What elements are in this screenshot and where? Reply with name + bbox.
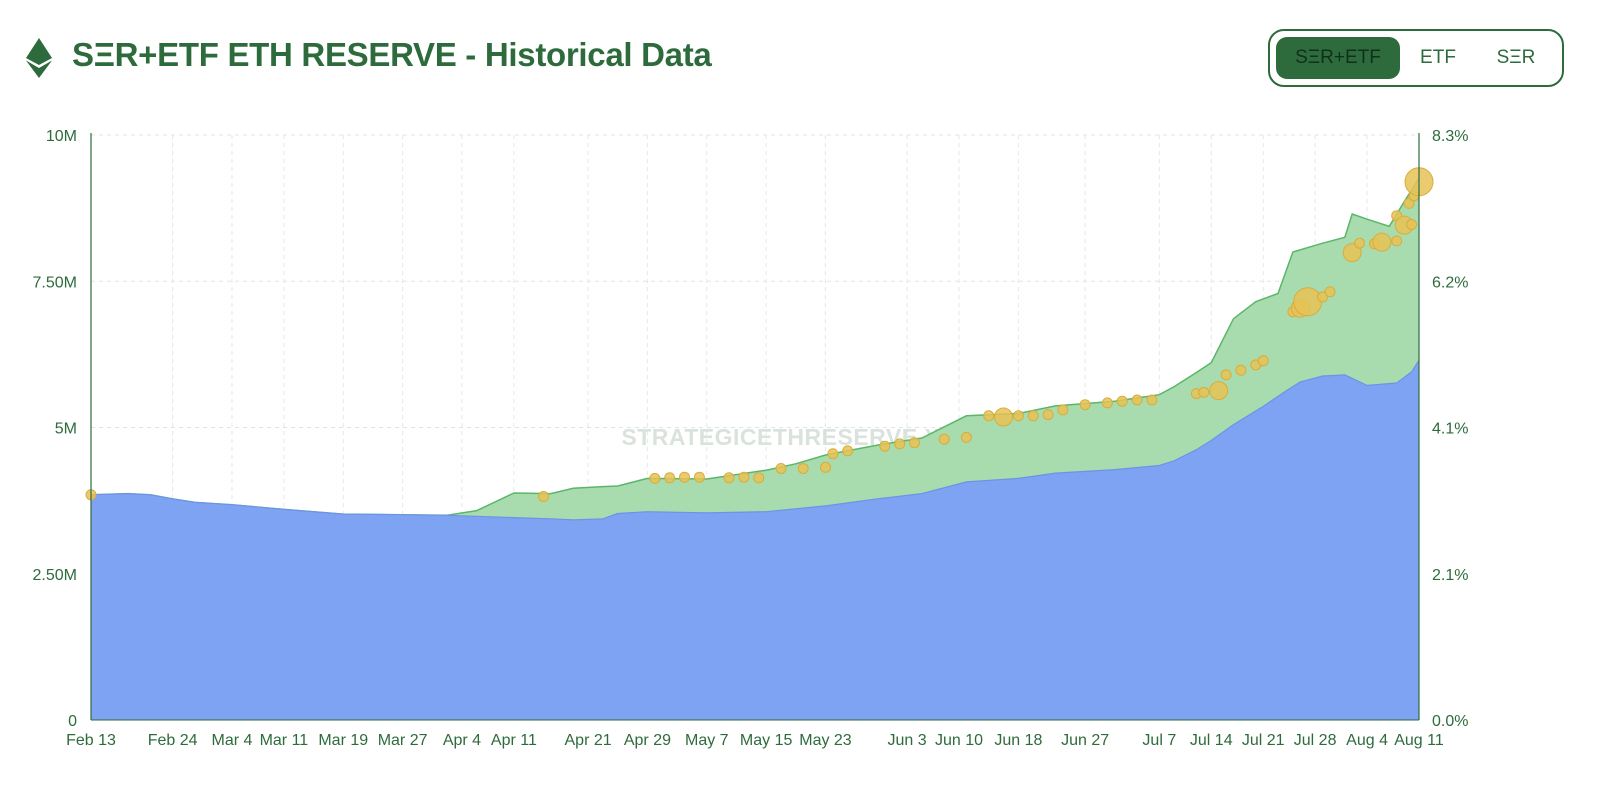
purchase-bubble[interactable] bbox=[1257, 355, 1269, 367]
purchase-bubble[interactable] bbox=[820, 461, 831, 473]
x-tick-label: Aug 4 bbox=[1346, 732, 1388, 749]
x-tick-label: May 23 bbox=[799, 732, 852, 749]
purchase-bubble[interactable] bbox=[938, 433, 950, 445]
purchase-bubble[interactable] bbox=[664, 472, 676, 484]
view-toggle: SΞR+ETF ETF SΞR bbox=[1268, 29, 1564, 87]
x-tick-label: Jun 10 bbox=[935, 732, 983, 749]
y-tick-label-right: 6.2% bbox=[1432, 274, 1468, 291]
purchase-bubble[interactable] bbox=[879, 440, 891, 452]
x-tick-label: Jun 27 bbox=[1061, 732, 1109, 749]
reserve-chart-svg: STRATEGICETHRESERVE.XYZ 02.50M5M7.50M10M… bbox=[33, 128, 1469, 749]
purchase-bubble[interactable] bbox=[994, 407, 1013, 427]
purchase-bubble[interactable] bbox=[1354, 237, 1366, 249]
x-tick-label: Apr 29 bbox=[624, 732, 671, 749]
page-title: SΞR+ETF ETH RESERVE - Historical Data bbox=[72, 36, 712, 73]
x-tick-label: Jul 21 bbox=[1242, 732, 1285, 749]
purchase-bubble[interactable] bbox=[1324, 286, 1336, 298]
purchase-bubble[interactable] bbox=[894, 438, 906, 450]
x-tick-label: Jul 14 bbox=[1190, 732, 1233, 749]
purchase-bubble[interactable] bbox=[1146, 394, 1158, 406]
x-tick-label: Mar 4 bbox=[212, 732, 253, 749]
purchase-bubble[interactable] bbox=[1057, 404, 1069, 416]
purchase-bubble[interactable] bbox=[1042, 409, 1054, 421]
purchase-bubble[interactable] bbox=[1342, 243, 1362, 263]
purchase-bubble[interactable] bbox=[1220, 369, 1232, 381]
y-tick-label-left: 0 bbox=[68, 713, 77, 730]
x-tick-label: Apr 4 bbox=[443, 732, 481, 749]
purchase-bubble[interactable] bbox=[1209, 381, 1229, 401]
header: SΞR+ETF ETH RESERVE - Historical Data SΞ… bbox=[0, 0, 1600, 110]
purchase-bubble[interactable] bbox=[797, 463, 809, 474]
x-tick-label: May 15 bbox=[740, 732, 793, 749]
toggle-etf-button[interactable]: ETF bbox=[1420, 47, 1456, 68]
purchase-bubble[interactable] bbox=[738, 471, 750, 483]
y-tick-label-right: 4.1% bbox=[1432, 421, 1468, 438]
purchase-bubble[interactable] bbox=[960, 431, 972, 443]
x-tick-label: Feb 13 bbox=[66, 732, 116, 749]
purchase-bubble[interactable] bbox=[679, 471, 690, 483]
toggle-ser-etf-button[interactable]: SΞR+ETF bbox=[1276, 37, 1400, 79]
purchase-bubble[interactable] bbox=[1131, 394, 1143, 406]
purchase-bubble[interactable] bbox=[753, 472, 765, 484]
purchase-bubble[interactable] bbox=[723, 472, 735, 484]
ethereum-diamond-icon bbox=[26, 38, 52, 78]
purchase-bubble[interactable] bbox=[1198, 386, 1210, 398]
purchase-bubble[interactable] bbox=[1403, 197, 1415, 209]
toggle-ser-button[interactable]: SΞR bbox=[1496, 47, 1536, 68]
purchase-bubble[interactable] bbox=[1235, 364, 1247, 376]
x-tick-label: Feb 24 bbox=[148, 732, 198, 749]
purchase-bubble[interactable] bbox=[649, 472, 661, 484]
purchase-bubble[interactable] bbox=[827, 448, 839, 460]
y-tick-label-left: 7.50M bbox=[33, 274, 77, 291]
purchase-bubble[interactable] bbox=[1406, 219, 1418, 230]
x-tick-label: Apr 21 bbox=[565, 732, 612, 749]
purchase-bubble[interactable] bbox=[1293, 287, 1323, 317]
x-tick-label: Aug 11 bbox=[1394, 732, 1444, 749]
purchase-bubble[interactable] bbox=[693, 471, 705, 483]
y-tick-label-left: 10M bbox=[46, 128, 77, 145]
reserve-chart: STRATEGICETHRESERVE.XYZ 0 2.50M 5M 7.50M 10M… bbox=[0, 110, 1600, 782]
purchase-bubble[interactable] bbox=[1101, 397, 1113, 409]
x-tick-label: Jun 18 bbox=[994, 732, 1042, 749]
purchase-bubble[interactable] bbox=[1079, 399, 1091, 411]
tick-labels: 0 2.50M 5M 7.50M 10M 0.0% 2.1% 4.1% 6.2% 8.3% Feb … bbox=[33, 128, 1469, 749]
purchase-bubble[interactable] bbox=[775, 463, 787, 474]
purchase-bubble[interactable] bbox=[1116, 395, 1128, 407]
purchase-bubble[interactable] bbox=[1012, 410, 1024, 422]
purchase-bubble[interactable] bbox=[1317, 291, 1329, 303]
purchase-bubble[interactable] bbox=[1027, 410, 1039, 422]
purchase-bubble[interactable] bbox=[983, 410, 995, 422]
x-tick-label: Jul 28 bbox=[1294, 732, 1337, 749]
x-tick-label: Mar 19 bbox=[318, 732, 368, 749]
purchase-bubble[interactable] bbox=[1391, 235, 1403, 247]
y-tick-label-left: 2.50M bbox=[33, 567, 77, 584]
line-etf bbox=[90, 359, 1420, 521]
purchase-bubbles bbox=[85, 167, 1434, 502]
x-tick-label: Jul 7 bbox=[1142, 732, 1176, 749]
x-tick-label: Apr 11 bbox=[491, 732, 537, 749]
y-tick-label-right: 0.0% bbox=[1432, 713, 1468, 730]
x-tick-label: Mar 11 bbox=[260, 732, 309, 749]
area-etf bbox=[91, 360, 1419, 720]
x-tick-label: Jun 3 bbox=[888, 732, 927, 749]
x-tick-label: Mar 27 bbox=[378, 732, 428, 749]
y-tick-label-right: 8.3% bbox=[1432, 128, 1468, 145]
purchase-bubble[interactable] bbox=[842, 445, 854, 457]
purchase-bubble[interactable] bbox=[1372, 232, 1392, 252]
y-tick-label-left: 5M bbox=[55, 421, 77, 438]
chart-axes bbox=[90, 133, 1420, 721]
purchase-bubble[interactable] bbox=[538, 491, 550, 502]
purchase-bubble[interactable] bbox=[909, 437, 920, 449]
x-tick-label: May 7 bbox=[685, 732, 729, 749]
y-tick-label-right: 2.1% bbox=[1432, 567, 1468, 584]
